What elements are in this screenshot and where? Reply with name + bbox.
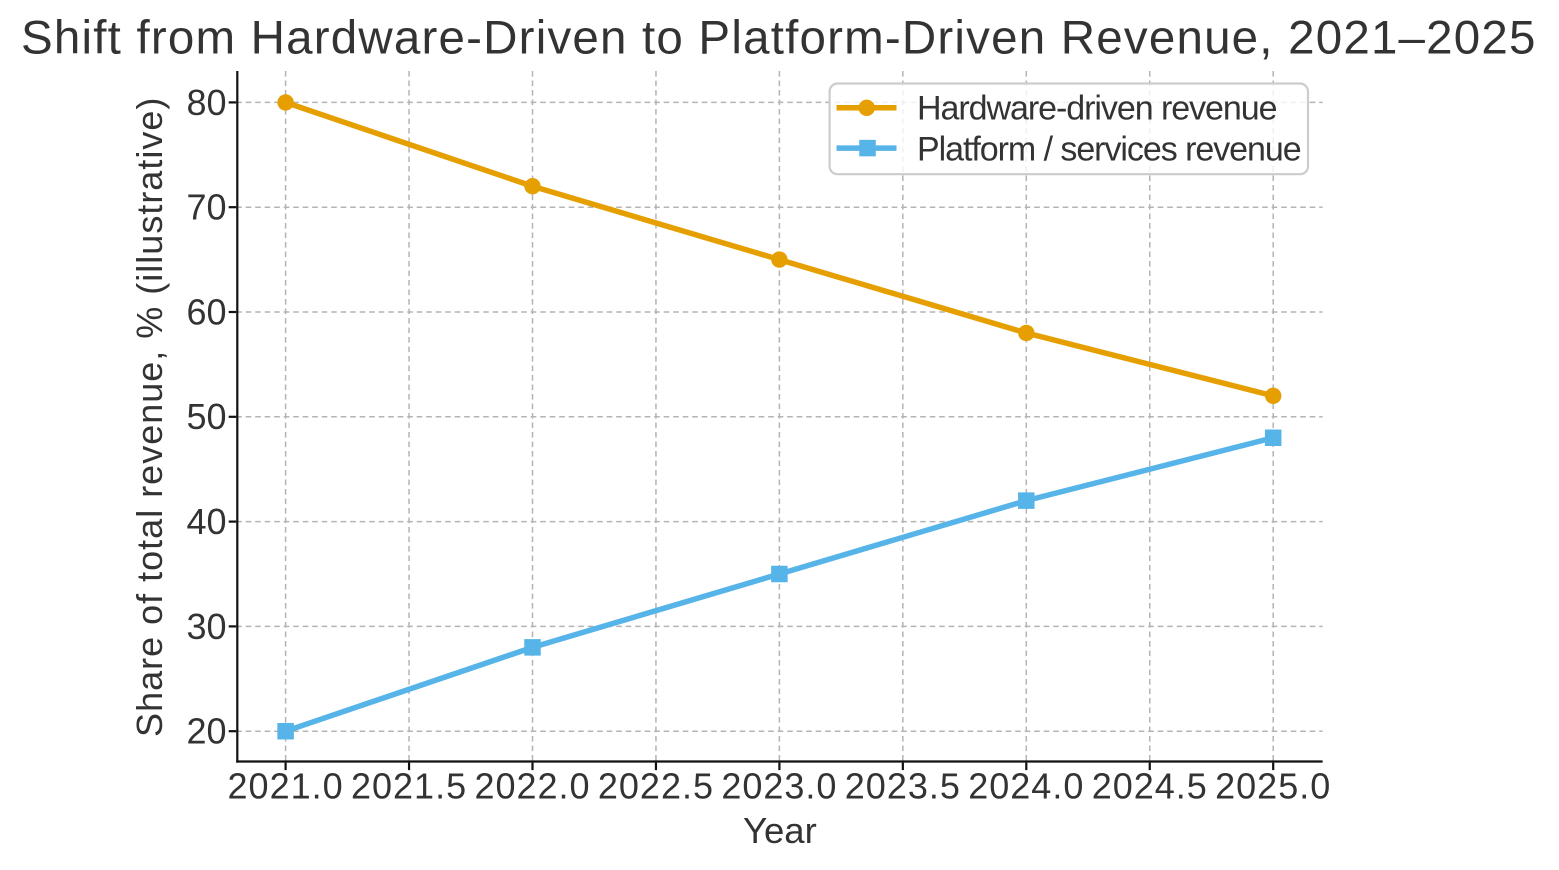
svg-text:20: 20 [186,711,226,752]
svg-text:2023.5: 2023.5 [845,765,961,806]
svg-text:40: 40 [186,501,226,542]
svg-text:2025.0: 2025.0 [1215,765,1331,806]
svg-text:50: 50 [186,396,226,437]
svg-text:2022.5: 2022.5 [598,765,714,806]
svg-text:Hardware-driven revenue: Hardware-driven revenue [917,90,1277,128]
svg-text:2024.0: 2024.0 [968,765,1084,806]
svg-text:Shift from Hardware-Driven to: Shift from Hardware-Driven to Platform-D… [21,11,1537,64]
svg-text:60: 60 [186,291,226,332]
svg-text:70: 70 [186,187,226,228]
svg-text:Year: Year [743,810,817,851]
svg-text:80: 80 [186,82,226,123]
svg-text:2022.0: 2022.0 [474,765,590,806]
svg-text:2021.0: 2021.0 [228,765,344,806]
svg-text:2023.0: 2023.0 [721,765,837,806]
svg-text:Share of total revenue, % (ill: Share of total revenue, % (illustrative) [129,97,170,737]
svg-text:2021.5: 2021.5 [351,765,467,806]
svg-text:Platform / services revenue: Platform / services revenue [917,130,1301,168]
svg-text:30: 30 [186,606,226,647]
svg-text:2024.5: 2024.5 [1092,765,1208,806]
